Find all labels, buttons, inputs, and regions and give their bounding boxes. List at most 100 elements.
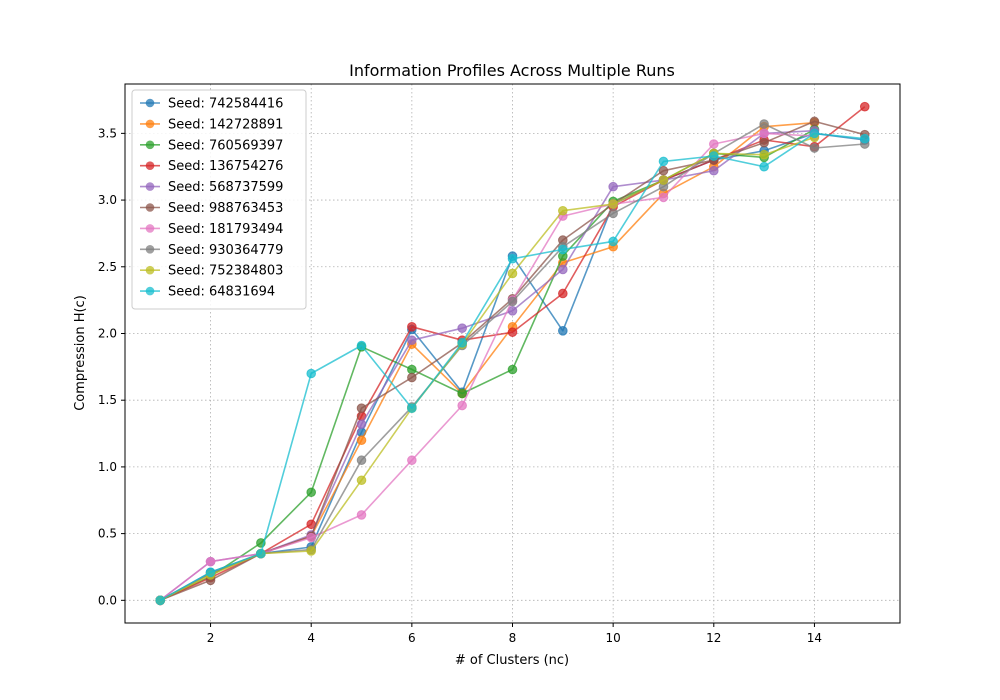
data-point bbox=[407, 322, 417, 332]
data-point bbox=[507, 296, 518, 307]
data-point bbox=[759, 149, 769, 160]
data-point bbox=[558, 205, 568, 216]
legend-label: Seed: 752384803 bbox=[168, 264, 283, 279]
data-point bbox=[759, 128, 769, 139]
data-point bbox=[658, 156, 669, 167]
data-point bbox=[558, 244, 568, 255]
legend-marker bbox=[145, 119, 155, 129]
legend-item: Seed: 568737599 bbox=[140, 180, 283, 195]
data-point bbox=[658, 192, 669, 203]
data-point bbox=[205, 556, 216, 567]
y-axis: 0.0 0.5 1.0 1.5 2.0 2.5 3.0 3.5 bbox=[98, 126, 125, 607]
data-point bbox=[457, 400, 467, 411]
x-tick-label: 2 bbox=[207, 631, 215, 645]
legend-item: Seed: 136754276 bbox=[140, 159, 283, 174]
legend-item: Seed: 930364779 bbox=[140, 243, 283, 258]
data-point bbox=[708, 139, 719, 149]
data-point bbox=[356, 340, 367, 351]
legend-marker bbox=[145, 203, 155, 212]
series-line bbox=[159, 136, 815, 602]
data-point bbox=[708, 151, 719, 161]
data-point bbox=[809, 128, 820, 139]
data-point bbox=[759, 137, 769, 148]
legend-box bbox=[131, 89, 307, 310]
data-point bbox=[608, 208, 618, 219]
x-tick-label: 10 bbox=[606, 631, 621, 645]
data-point bbox=[356, 510, 367, 520]
x-tick-label: 8 bbox=[509, 631, 517, 645]
data-point bbox=[558, 264, 568, 275]
x-tick-label: 6 bbox=[408, 631, 416, 645]
legend-item: Seed: 760569397 bbox=[140, 138, 283, 153]
chart-title: Information Profiles Across Multiple Run… bbox=[349, 61, 675, 80]
y-tick-label: 2.0 bbox=[98, 326, 117, 340]
data-point bbox=[356, 435, 367, 446]
data-point bbox=[608, 199, 618, 209]
legend-marker bbox=[145, 224, 155, 233]
data-point bbox=[407, 364, 417, 375]
data-point bbox=[507, 268, 518, 279]
data-point bbox=[205, 567, 216, 578]
series-layer bbox=[155, 101, 870, 606]
data-point bbox=[507, 253, 518, 264]
y-tick-label: 0.0 bbox=[98, 593, 117, 607]
legend-marker bbox=[145, 161, 155, 170]
data-point bbox=[356, 475, 367, 486]
legend-item: Seed: 752384803 bbox=[140, 264, 283, 279]
series-line bbox=[159, 132, 815, 601]
x-tick-label: 4 bbox=[307, 631, 315, 645]
data-point bbox=[759, 161, 769, 172]
legend-marker bbox=[145, 182, 155, 191]
data-point bbox=[457, 338, 467, 348]
legend: Seed: 742584416 Seed: 142728891 Seed: 7605… bbox=[131, 89, 307, 310]
legend-marker bbox=[145, 286, 155, 296]
legend-marker bbox=[145, 140, 155, 150]
data-point bbox=[306, 546, 317, 556]
x-tick-label: 12 bbox=[706, 631, 721, 645]
data-point bbox=[356, 403, 367, 414]
legend-item: Seed: 988763453 bbox=[140, 201, 283, 216]
data-point bbox=[859, 101, 870, 112]
data-point bbox=[306, 487, 317, 498]
data-point bbox=[558, 326, 568, 336]
y-tick-label: 3.5 bbox=[98, 126, 117, 140]
legend-label: Seed: 142728891 bbox=[168, 117, 283, 132]
data-point bbox=[457, 388, 467, 399]
data-point bbox=[155, 595, 166, 606]
legend-label: Seed: 136754276 bbox=[168, 159, 283, 174]
data-point bbox=[859, 133, 870, 144]
data-point bbox=[256, 548, 266, 559]
legend-label: Seed: 930364779 bbox=[168, 243, 283, 258]
series-7 bbox=[155, 128, 820, 606]
x-axis-label: # of Clusters (nc) bbox=[455, 653, 569, 668]
legend-label: Seed: 760569397 bbox=[168, 138, 283, 153]
y-axis-label: Compression H(c) bbox=[73, 295, 88, 411]
series-10 bbox=[155, 128, 870, 606]
legend-marker bbox=[145, 265, 155, 275]
data-point bbox=[809, 143, 820, 153]
data-point bbox=[608, 236, 618, 247]
data-point bbox=[507, 327, 518, 337]
data-point bbox=[658, 175, 669, 185]
data-point bbox=[507, 364, 518, 375]
y-tick-label: 2.5 bbox=[98, 260, 117, 274]
y-tick-label: 1.0 bbox=[98, 460, 117, 474]
x-axis: 2 4 6 8 10 12 14 bbox=[207, 623, 822, 645]
y-tick-label: 0.5 bbox=[98, 527, 117, 541]
data-point bbox=[407, 372, 417, 383]
y-tick-label: 1.5 bbox=[98, 393, 117, 407]
legend-item: Seed: 742584416 bbox=[140, 97, 283, 112]
data-point bbox=[356, 419, 367, 430]
data-point bbox=[306, 532, 317, 543]
legend-marker bbox=[145, 245, 155, 254]
legend-item: Seed: 142728891 bbox=[140, 117, 283, 132]
data-point bbox=[608, 181, 618, 192]
legend-marker bbox=[145, 98, 155, 108]
data-point bbox=[407, 403, 417, 414]
legend-label: Seed: 64831694 bbox=[168, 285, 275, 300]
x-tick-label: 14 bbox=[807, 631, 822, 645]
data-point bbox=[407, 335, 417, 345]
y-tick-label: 3.0 bbox=[98, 193, 117, 207]
legend-label: Seed: 568737599 bbox=[168, 180, 283, 195]
